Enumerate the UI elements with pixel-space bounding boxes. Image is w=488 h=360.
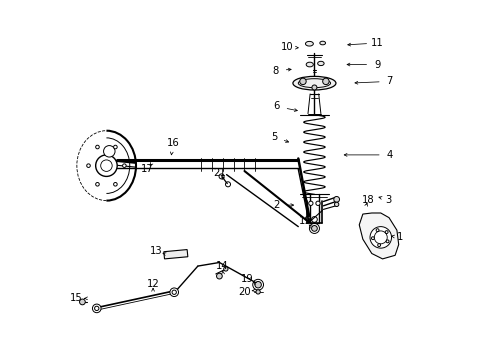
Circle shape [216, 273, 222, 279]
Circle shape [333, 197, 339, 202]
Text: 20: 20 [238, 287, 250, 297]
Circle shape [223, 267, 227, 271]
Circle shape [322, 78, 328, 85]
Text: 16: 16 [166, 139, 179, 148]
Text: 19: 19 [241, 274, 253, 284]
Circle shape [92, 304, 101, 313]
Text: 13: 13 [150, 246, 163, 256]
Circle shape [375, 229, 378, 231]
Ellipse shape [305, 62, 313, 67]
Circle shape [96, 155, 117, 176]
Text: 21: 21 [213, 168, 225, 178]
Circle shape [369, 226, 391, 248]
Text: 12: 12 [146, 279, 159, 289]
Text: 15: 15 [70, 293, 83, 303]
Circle shape [96, 145, 99, 149]
Circle shape [103, 145, 115, 157]
Ellipse shape [305, 41, 313, 46]
Text: 14: 14 [216, 261, 228, 271]
Polygon shape [163, 249, 187, 259]
Circle shape [385, 231, 387, 234]
Text: 10: 10 [280, 42, 292, 52]
Text: 19: 19 [299, 216, 311, 226]
Text: 9: 9 [373, 59, 380, 69]
Circle shape [377, 244, 380, 247]
Circle shape [371, 237, 374, 240]
Text: 3: 3 [384, 195, 390, 205]
Text: 7: 7 [386, 76, 392, 86]
Circle shape [315, 201, 320, 206]
Circle shape [169, 288, 178, 297]
Ellipse shape [319, 41, 325, 45]
Circle shape [122, 164, 126, 167]
Circle shape [254, 282, 261, 288]
Ellipse shape [317, 61, 324, 66]
Circle shape [386, 240, 388, 243]
Text: 8: 8 [272, 66, 278, 76]
Text: 11: 11 [370, 38, 383, 48]
Circle shape [334, 202, 338, 207]
Circle shape [86, 164, 90, 167]
Circle shape [113, 145, 117, 149]
Ellipse shape [292, 76, 335, 90]
Circle shape [80, 299, 85, 305]
Circle shape [96, 183, 99, 186]
Text: 2: 2 [273, 200, 280, 210]
Polygon shape [359, 213, 398, 259]
Text: 18: 18 [361, 195, 374, 205]
Text: 6: 6 [273, 102, 280, 112]
Circle shape [311, 226, 317, 231]
Circle shape [308, 201, 312, 206]
Circle shape [311, 85, 316, 90]
Circle shape [299, 78, 305, 85]
Text: 4: 4 [386, 150, 392, 160]
Text: 5: 5 [270, 132, 277, 142]
Circle shape [113, 183, 117, 186]
Text: 1: 1 [396, 232, 403, 242]
Circle shape [255, 290, 260, 294]
Text: 17: 17 [141, 164, 154, 174]
